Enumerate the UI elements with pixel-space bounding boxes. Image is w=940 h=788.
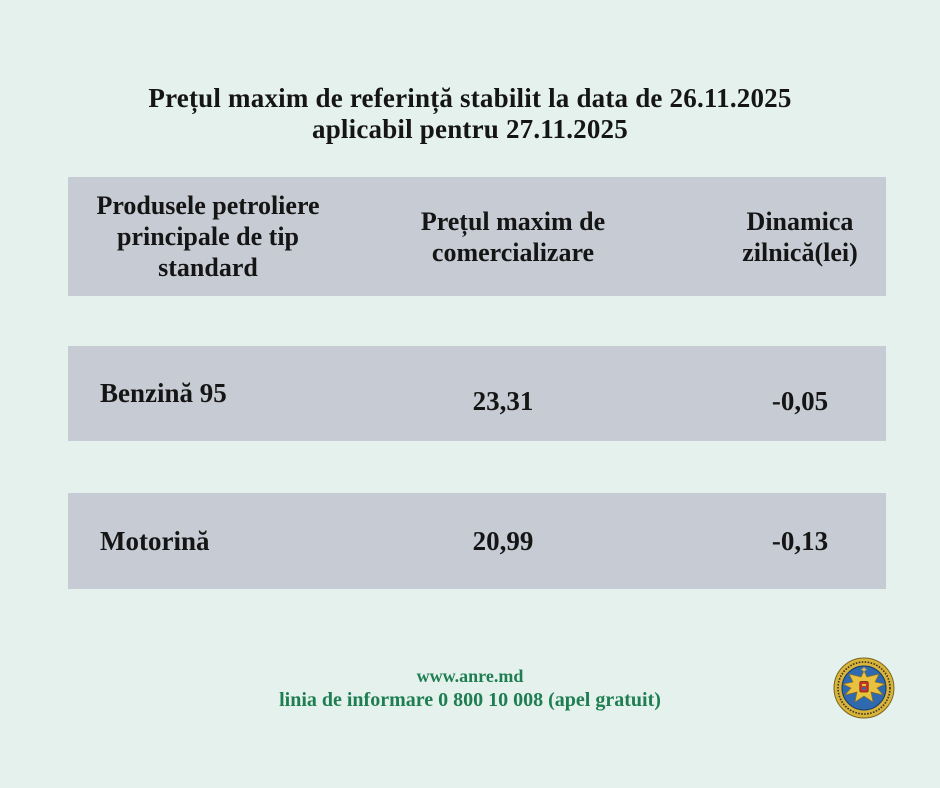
daily-dynamic-value: -0,13 [678,493,886,589]
header-max-price: Prețul maxim de comercializare [420,206,606,267]
page-title: Prețul maxim de referință stabilit la da… [0,83,940,145]
title-line-1: Prețul maxim de referință stabilit la da… [148,83,792,113]
header-products: Produsele petroliere principale de tip s… [96,191,320,282]
price-text: 20,99 [472,525,534,556]
product-name: Benzină 95 [100,378,227,408]
title-line-2: aplicabil pentru 27.11.2025 [312,114,628,144]
dynamic-text: -0,13 [771,525,829,556]
daily-dynamic-value: -0,05 [678,346,886,441]
anre-moldova-seal-icon [833,657,895,719]
info-line-text: linia de informare 0 800 10 008 (apel gr… [279,689,661,711]
max-price-value: 20,99 [348,493,678,589]
table-row: Motorină 20,99 -0,13 [68,493,886,589]
product-name: Motorină [100,525,210,556]
header-daily-dynamic: Dinamica zilnică(lei) [742,206,858,267]
website-text: www.anre.md [416,666,524,686]
max-price-value: 23,31 [348,346,678,441]
dynamic-text: -0,05 [771,386,829,416]
table-header-row: Produsele petroliere principale de tip s… [68,177,886,296]
price-text: 23,31 [472,386,534,416]
table-row: Benzină 95 23,31 -0,05 [68,346,886,441]
footer: www.anre.md linia de informare 0 800 10 … [0,665,940,713]
